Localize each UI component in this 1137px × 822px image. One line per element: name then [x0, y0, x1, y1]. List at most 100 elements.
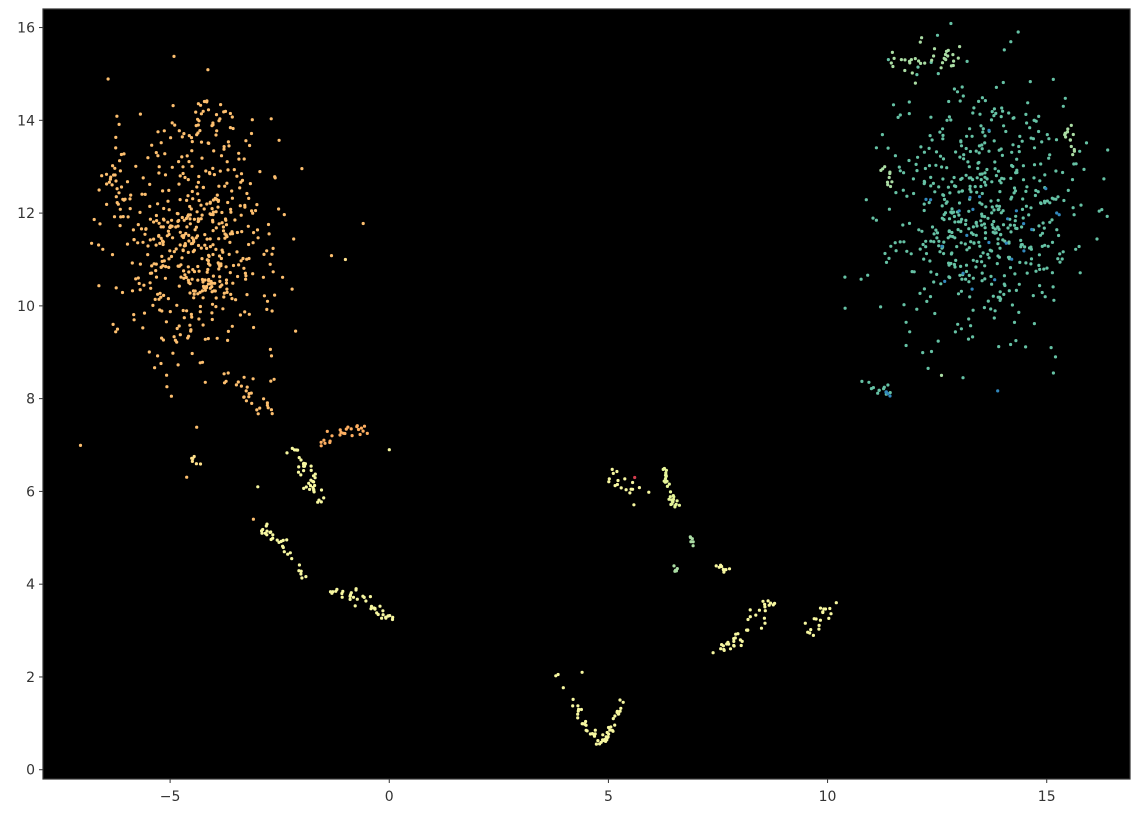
scatter-point [757, 608, 762, 612]
scatter-point [222, 110, 226, 114]
scatter-point [763, 602, 767, 607]
scatter-point [951, 53, 955, 57]
scatter-point [1012, 223, 1017, 227]
scatter-point [196, 117, 200, 121]
scatter-point [950, 207, 954, 211]
scatter-point [691, 540, 695, 544]
scatter-point [1004, 129, 1008, 134]
scatter-point [1049, 346, 1053, 350]
scatter-point [667, 497, 671, 501]
scatter-point [943, 211, 948, 215]
scatter-point [205, 237, 209, 241]
scatter-point [216, 261, 220, 265]
scatter-point [1013, 219, 1017, 223]
scatter-point [226, 338, 230, 342]
scatter-point [1046, 244, 1050, 248]
scatter-point [994, 111, 998, 115]
scatter-point [674, 502, 678, 506]
scatter-point [978, 172, 982, 176]
scatter-point [163, 276, 167, 280]
scatter-point [160, 239, 165, 243]
scatter-point [806, 630, 810, 634]
scatter-point [998, 290, 1002, 294]
scatter-point [971, 308, 975, 312]
scatter-point [1002, 124, 1006, 128]
scatter-point [265, 249, 269, 253]
scatter-point [673, 569, 677, 573]
scatter-point [664, 468, 669, 472]
scatter-point [175, 303, 179, 307]
scatter-point [1014, 214, 1018, 218]
scatter-point [218, 285, 222, 289]
scatter-point [941, 137, 945, 141]
scatter-point [883, 165, 887, 169]
scatter-point [958, 155, 962, 159]
scatter-point [182, 218, 186, 222]
scatter-point [934, 150, 939, 154]
scatter-point [187, 280, 191, 285]
scatter-point [803, 621, 807, 625]
scatter-point [964, 269, 969, 274]
scatter-point [1018, 134, 1022, 138]
scatter-point [616, 478, 620, 483]
scatter-point [256, 236, 260, 240]
scatter-point [258, 170, 262, 174]
scatter-point [968, 295, 972, 299]
scatter-point [902, 171, 906, 175]
scatter-point [185, 225, 189, 229]
scatter-point [196, 192, 200, 196]
scatter-point [364, 599, 368, 603]
scatter-point [913, 57, 917, 61]
scatter-point [981, 127, 985, 131]
scatter-point [661, 467, 665, 471]
scatter-point [90, 241, 94, 245]
scatter-point [162, 218, 166, 222]
scatter-point [996, 389, 1000, 393]
scatter-point [973, 185, 977, 189]
y-tick-label: 12 [17, 206, 35, 222]
scatter-point [987, 256, 991, 260]
scatter-point [1056, 257, 1060, 261]
scatter-point [196, 243, 201, 248]
scatter-point [561, 686, 565, 690]
scatter-point [1051, 77, 1055, 81]
scatter-point [1021, 178, 1026, 182]
scatter-point [1052, 197, 1056, 201]
scatter-point [939, 282, 943, 286]
scatter-point [971, 258, 975, 262]
scatter-point [992, 107, 997, 111]
scatter-point [1007, 241, 1011, 245]
scatter-point [817, 627, 821, 631]
scatter-point [206, 108, 211, 112]
scatter-point [983, 264, 987, 268]
scatter-point [220, 210, 224, 215]
scatter-point [980, 260, 984, 264]
scatter-point [201, 280, 205, 284]
scatter-point [1025, 271, 1029, 275]
scatter-point [926, 366, 930, 370]
scatter-point [1054, 169, 1058, 173]
scatter-point [170, 218, 174, 222]
scatter-point [196, 278, 200, 282]
scatter-point [938, 250, 942, 254]
scatter-point [196, 123, 200, 127]
scatter-point [621, 700, 625, 704]
scatter-point [388, 614, 392, 618]
scatter-point [576, 712, 580, 716]
scatter-point [1097, 209, 1101, 213]
scatter-point [244, 389, 248, 393]
y-tick-label: 6 [26, 484, 35, 500]
scatter-point [763, 609, 767, 613]
scatter-point [208, 286, 212, 290]
scatter-point [665, 484, 670, 488]
scatter-point [821, 610, 825, 614]
scatter-point [113, 166, 117, 170]
scatter-point [611, 717, 615, 721]
scatter-point [169, 394, 173, 398]
scatter-point [966, 160, 970, 164]
scatter-point [229, 292, 233, 296]
scatter-point [953, 265, 957, 269]
scatter-point [115, 201, 119, 205]
scatter-point [584, 723, 588, 727]
scatter-point [886, 58, 891, 62]
